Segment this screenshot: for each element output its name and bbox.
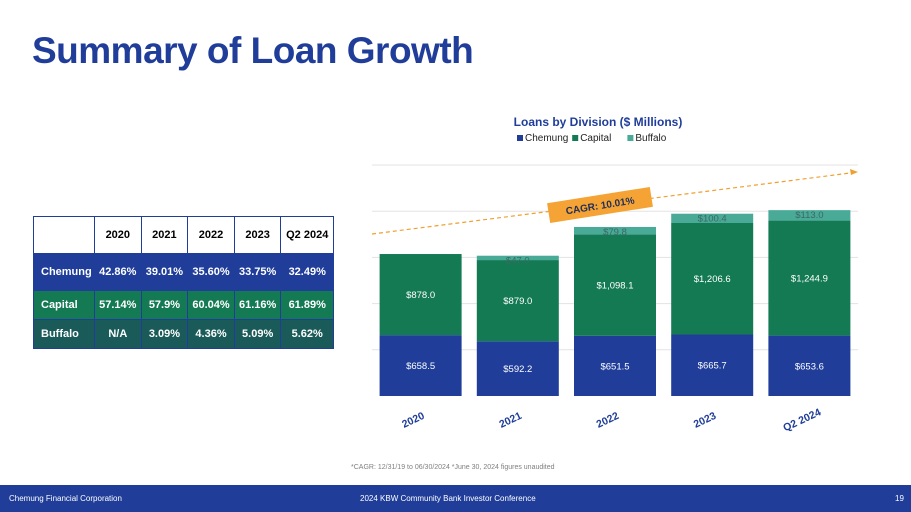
x-tick-label: 2023 <box>692 410 718 431</box>
bar-segment-capital <box>574 234 656 336</box>
bar-segment-chemung <box>379 335 462 396</box>
data-label: $1,098.1 <box>597 281 634 292</box>
footnote: *CAGR: 12/31/19 to 06/30/2024 *June 30, … <box>351 464 555 471</box>
table-cell: 35.60% <box>187 253 235 291</box>
bar-segment-buffalo <box>574 226 656 235</box>
table-cell: 3.09% <box>140 319 189 349</box>
table-cell: 57.9% <box>140 290 189 320</box>
legend-label: Capital <box>580 133 611 144</box>
table-cell: 57.14% <box>94 290 142 320</box>
chart-legend: Chemung Capital Buffalo <box>517 133 667 144</box>
table-header-row: 2020 2021 2022 2023 Q2 2024 <box>33 216 334 254</box>
cagr-callout: CAGR: 10.01% <box>547 186 653 224</box>
bar-segment-chemung <box>574 335 656 396</box>
page-number: 19 <box>895 494 904 503</box>
data-label: $100.4 <box>698 214 727 225</box>
bar-segment-buffalo <box>671 213 754 223</box>
division-share-table: 2020 2021 2022 2023 Q2 2024 Chemung 42.8… <box>33 216 334 349</box>
data-label: $651.5 <box>600 361 629 372</box>
table-cell: 32.49% <box>280 253 334 291</box>
data-label: $879.0 <box>503 296 532 307</box>
table-cell: 5.62% <box>280 319 334 349</box>
page-title: Summary of Loan Growth <box>32 30 474 71</box>
data-label: $1,244.9 <box>791 274 828 285</box>
table-row: Buffalo N/A 3.09% 4.36% 5.09% 5.62% <box>33 319 334 349</box>
chart-title: Loans by Division ($ Millions) <box>514 115 683 129</box>
footer-bar: Chemung Financial Corporation 2024 KBW C… <box>0 485 911 512</box>
bar-segment-chemung <box>768 335 851 396</box>
data-label: $47.0 <box>506 256 530 267</box>
data-label: $665.7 <box>698 361 727 372</box>
table-row: Capital 57.14% 57.9% 60.04% 61.16% 61.89… <box>33 290 334 320</box>
x-tick-label: 2022 <box>595 410 621 431</box>
data-label: $79.8 <box>603 227 627 238</box>
bar-segment-chemung <box>476 341 559 396</box>
table-cell: 60.04% <box>187 290 235 320</box>
bar-segment-buffalo <box>476 255 559 261</box>
data-label: $658.5 <box>406 361 435 372</box>
legend-swatch <box>572 135 579 141</box>
bar-segment-capital <box>379 254 462 336</box>
table-cell: N/A <box>94 319 142 349</box>
footer-company: Chemung Financial Corporation <box>9 494 122 503</box>
table-cell: 4.36% <box>187 319 235 349</box>
legend-label: Buffalo <box>635 133 666 144</box>
footer-conference: 2024 KBW Community Bank Investor Confere… <box>360 494 536 503</box>
table-header-cell <box>33 216 95 254</box>
data-label: $592.2 <box>503 364 532 375</box>
bar-segment-chemung <box>671 334 754 396</box>
bar-segment-capital <box>768 220 851 336</box>
chart-x-ticks: 2020 2021 2022 2023 Q2 2024 <box>400 406 823 434</box>
table-cell: 61.89% <box>280 290 334 320</box>
cagr-arrow-icon <box>850 169 858 175</box>
table-row: Chemung 42.86% 39.01% 35.60% 33.75% 32.4… <box>33 253 334 291</box>
legend-swatch <box>627 135 634 141</box>
table-row-label: Capital <box>33 290 95 320</box>
legend-swatch <box>517 135 523 141</box>
bar-segment-capital <box>476 260 559 342</box>
cagr-trend-line <box>371 171 859 235</box>
legend-label: Chemung <box>525 133 568 144</box>
x-tick-label: Q2 2024 <box>781 406 823 434</box>
chart-bars <box>379 210 851 396</box>
x-tick-label: 2021 <box>497 410 523 431</box>
x-tick-label: 2020 <box>400 410 426 431</box>
data-label: $878.0 <box>406 290 435 301</box>
data-label: $113.0 <box>795 210 823 221</box>
table-header-cell: Q2 2024 <box>280 216 334 254</box>
cagr-callout-box <box>547 186 653 224</box>
bar-segment-buffalo <box>768 210 851 221</box>
data-label: $653.6 <box>795 361 824 372</box>
table-cell: 61.16% <box>233 290 282 320</box>
chart-data-labels: $658.5 $878.0 $592.2 $879.0 $47.0 $651.5 $1,09… <box>406 210 828 375</box>
table-cell: 5.09% <box>233 319 282 349</box>
table-header-cell: 2022 <box>187 216 235 254</box>
table-row-label: Buffalo <box>33 319 95 349</box>
table-row-label: Chemung <box>33 253 95 291</box>
data-label: $1,206.6 <box>694 274 731 285</box>
loans-by-division-chart: Loans by Division ($ Millions) Chemung Ca… <box>371 115 859 434</box>
bar-segment-capital <box>671 222 754 335</box>
